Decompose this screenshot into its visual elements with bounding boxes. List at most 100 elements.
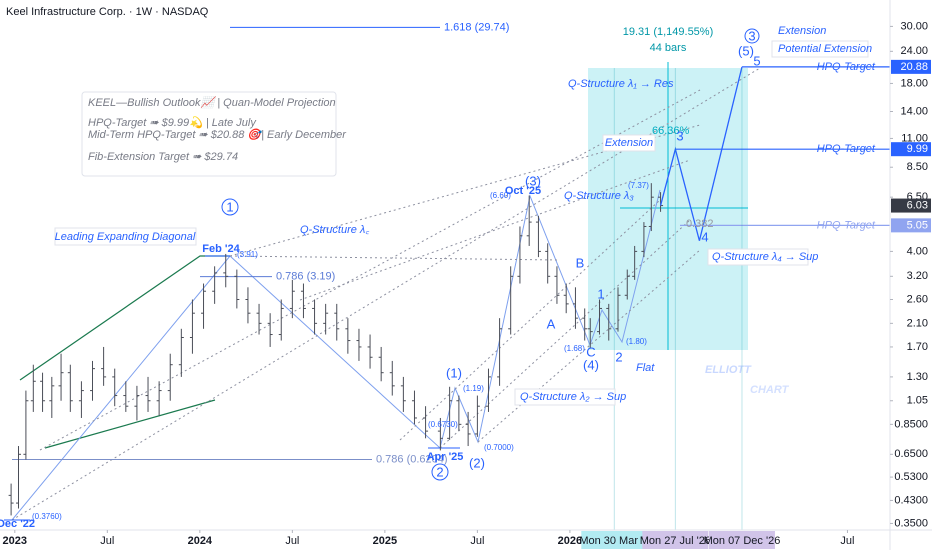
trend-line bbox=[477, 249, 701, 443]
ohlc-bar bbox=[400, 376, 406, 412]
annotation: Flat bbox=[636, 362, 655, 374]
ohlc-bar bbox=[389, 360, 395, 396]
y-tick-label: 11.00 bbox=[901, 132, 928, 144]
x-tick-label: 2025 bbox=[373, 535, 397, 547]
ohlc-bar bbox=[526, 195, 532, 246]
annotations: 19.31 (1,149.55%) 44 bars 3 Extension (5… bbox=[0, 25, 872, 530]
price-note: (3.91) bbox=[237, 250, 258, 259]
drawings: 1.618 (29.74) 0.786 (3.19) 0.786 (0.6204) H… bbox=[4, 21, 890, 530]
ohlc-bar bbox=[40, 372, 46, 412]
ohlc-bar bbox=[648, 183, 654, 232]
trend-line bbox=[229, 255, 561, 261]
price-note: (7.37) bbox=[628, 181, 649, 190]
y-tick-label: 1.05 bbox=[907, 395, 928, 407]
wave-label: 3 bbox=[676, 128, 683, 143]
info-line: HPQ-Target ➠ $9.99💫 | Late July bbox=[88, 116, 257, 130]
ohlc-bar bbox=[497, 318, 503, 386]
ohlc-bar bbox=[178, 328, 184, 377]
ohlc-bar bbox=[58, 353, 64, 401]
projection-line bbox=[659, 66, 743, 241]
label-box bbox=[707, 248, 809, 266]
price-note: (0.7000) bbox=[484, 443, 514, 452]
y-tick-label: 8.50 bbox=[907, 161, 928, 173]
wave-label: C bbox=[586, 344, 595, 359]
price-note: (1.80) bbox=[626, 337, 647, 346]
price-box-label: 6.03 bbox=[907, 199, 928, 211]
measure-label: 44 bars bbox=[650, 42, 687, 54]
ohlc-bar bbox=[465, 411, 471, 447]
annotation: Q-Structure λ₃ bbox=[564, 190, 634, 202]
ohlc-bar bbox=[189, 299, 195, 354]
wave-label: 1 bbox=[597, 286, 604, 301]
ohlc-bar bbox=[278, 299, 284, 341]
price-bars bbox=[8, 183, 664, 516]
ohlc-bar bbox=[485, 368, 491, 412]
y-tick-label: 1.70 bbox=[907, 341, 928, 353]
y-tick-label: 24.00 bbox=[900, 45, 928, 57]
x-tick-label: Jul bbox=[470, 535, 484, 547]
ohlc-bar bbox=[456, 395, 462, 432]
annotation: Q-Structure λ₄ → Sup bbox=[712, 251, 818, 263]
ohlc-bar bbox=[411, 390, 417, 425]
chart-title: Keel Infrastructure Corp. · 1W · NASDAQ bbox=[6, 6, 209, 18]
wave-circle bbox=[221, 198, 239, 216]
x-tick-label: 2026 bbox=[558, 535, 582, 547]
date-note: Feb '24 bbox=[202, 243, 240, 255]
annotation: Q-Structure λ₂ → Sup bbox=[520, 391, 626, 403]
ohlc-bar bbox=[323, 303, 329, 335]
ohlc-bar bbox=[23, 390, 29, 460]
ohlc-bar bbox=[16, 446, 22, 509]
ohlc-bar bbox=[545, 243, 551, 284]
date-marker bbox=[581, 531, 648, 549]
ohlc-bar bbox=[145, 376, 151, 412]
y-tick-label: 2.60 bbox=[907, 293, 928, 305]
date-marker-label: Mon 07 Dec '26 bbox=[704, 535, 781, 547]
price-axis bbox=[890, 0, 932, 550]
ohlc-bar bbox=[582, 308, 588, 341]
fib-label: 0.382 bbox=[686, 218, 714, 230]
y-tick-label: 0.3500 bbox=[894, 517, 928, 529]
ohlc-bar bbox=[8, 483, 14, 516]
wave-label: 2 bbox=[436, 464, 443, 479]
wave-label: 4 bbox=[701, 229, 708, 244]
x-tick-label: Jul bbox=[100, 535, 114, 547]
info-box bbox=[81, 91, 337, 177]
x-tick-label: Jul bbox=[285, 535, 299, 547]
ohlc-bar bbox=[256, 303, 262, 335]
ohlc-bar bbox=[508, 266, 514, 335]
label-box bbox=[514, 388, 616, 406]
fib-label: 0.786 (3.19) bbox=[276, 271, 335, 283]
trend-line bbox=[399, 199, 661, 441]
watermark: CHART bbox=[750, 384, 790, 396]
ohlc-bar bbox=[267, 313, 273, 347]
ohlc-bar bbox=[572, 287, 578, 329]
ohlc-bar bbox=[345, 318, 351, 354]
wave-path bbox=[11, 189, 661, 521]
annotation: Q-Structure λ₁ → Res bbox=[568, 78, 674, 90]
ohlc-bar bbox=[167, 353, 173, 401]
ohlc-bar bbox=[67, 364, 73, 412]
date-note: Dec '22 bbox=[0, 518, 35, 530]
price-box-label: 5.05 bbox=[907, 219, 928, 231]
ohlc-bar bbox=[641, 222, 647, 258]
info-line: KEEL—Bullish Outlook📈 | Quan-Model Proje… bbox=[88, 96, 336, 109]
y-tick-label: 18.00 bbox=[900, 77, 928, 89]
ohlc-bar bbox=[156, 381, 162, 416]
ohlc-bar bbox=[334, 303, 340, 341]
label-box bbox=[54, 227, 197, 246]
annotation: Potential Extension bbox=[778, 43, 872, 55]
ohlc-bar bbox=[90, 360, 96, 401]
target-label: HPQ-Target bbox=[817, 143, 876, 155]
label-box bbox=[602, 134, 656, 152]
trend-line bbox=[11, 67, 761, 521]
price-box-label: 20.88 bbox=[900, 61, 928, 73]
label-box bbox=[771, 40, 869, 58]
ohlc-bar bbox=[112, 368, 118, 407]
wave-label: 5 bbox=[753, 53, 760, 68]
trend-line bbox=[299, 159, 691, 301]
ohlc-bar bbox=[367, 334, 373, 369]
ohlc-bar bbox=[517, 226, 523, 284]
wave-circle bbox=[431, 463, 449, 481]
info-line: Mid-Term HPQ-Target ➠ $20.88 🎯| Early De… bbox=[88, 128, 347, 141]
